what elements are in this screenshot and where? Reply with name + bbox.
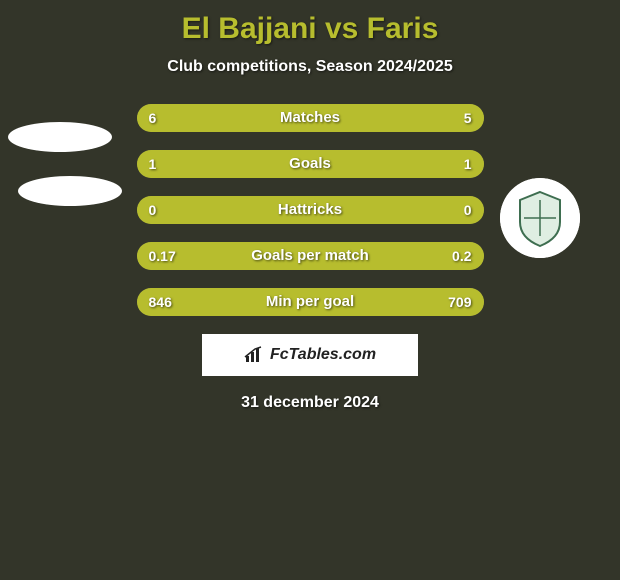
comparison-card: El Bajjani vs Faris Club competitions, S… <box>0 0 620 580</box>
stat-row: 11Goals <box>137 150 484 178</box>
page-title: El Bajjani vs Faris <box>0 0 620 46</box>
left-club-badge <box>18 176 122 206</box>
stat-row: 65Matches <box>137 104 484 132</box>
stat-label: Min per goal <box>137 288 484 316</box>
stat-row: 846709Min per goal <box>137 288 484 316</box>
brand-text: FcTables.com <box>270 346 376 364</box>
chart-icon <box>244 346 264 364</box>
stat-row: 00Hattricks <box>137 196 484 224</box>
right-club-badge <box>500 178 580 258</box>
brand-plate[interactable]: FcTables.com <box>202 334 418 376</box>
stat-label: Matches <box>137 104 484 132</box>
left-club-badge <box>8 122 112 152</box>
date-text: 31 december 2024 <box>0 394 620 412</box>
stat-row: 0.170.2Goals per match <box>137 242 484 270</box>
page-subtitle: Club competitions, Season 2024/2025 <box>0 58 620 76</box>
stat-label: Goals <box>137 150 484 178</box>
stat-label: Goals per match <box>137 242 484 270</box>
crest-icon <box>500 178 580 258</box>
stat-label: Hattricks <box>137 196 484 224</box>
